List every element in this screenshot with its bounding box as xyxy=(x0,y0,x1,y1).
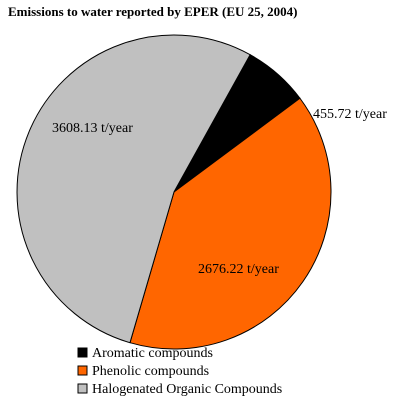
slice-value-label: 3608.13 t/year xyxy=(52,121,133,136)
legend-swatch xyxy=(77,347,88,358)
legend-swatch xyxy=(77,383,88,394)
pie-slice-halogenated-organic-compounds xyxy=(16,34,251,344)
legend-swatch xyxy=(77,365,88,376)
slice-value-label: 2676.22 t/year xyxy=(198,262,279,277)
pie-slice-phenolic-compounds xyxy=(129,97,332,350)
slice-labels: 455.72 t/year 2676.22 t/year 3608.13 t/yea… xyxy=(52,107,387,277)
legend-label: Halogenated Organic Compounds xyxy=(92,382,282,397)
legend: Aromatic compounds Phenolic compounds Halo… xyxy=(77,346,282,397)
legend-label: Phenolic compounds xyxy=(92,364,209,379)
legend-label: Aromatic compounds xyxy=(92,346,213,361)
slice-value-label: 455.72 t/year xyxy=(313,107,387,122)
chart-title: Emissions to water reported by EPER (EU … xyxy=(8,4,298,19)
pie-slices xyxy=(16,34,332,350)
